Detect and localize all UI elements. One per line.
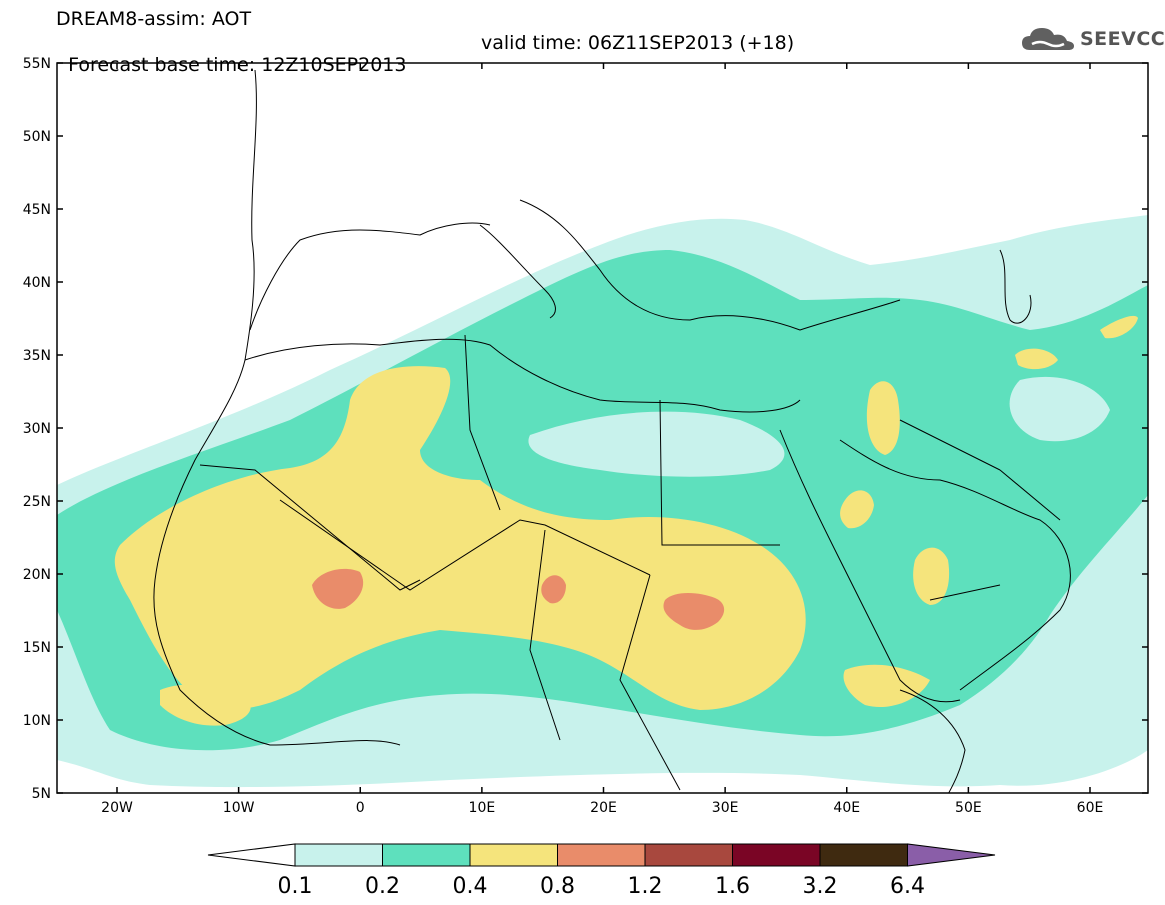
aot-band-0.4-west <box>114 366 806 710</box>
colorbar-segment <box>382 843 471 867</box>
coast-horn-africa <box>899 689 966 793</box>
lat-label: 5N <box>32 786 51 802</box>
coast-iberia-france <box>249 222 491 331</box>
colorbar-over-arrow <box>907 843 996 867</box>
coast-west-africa <box>153 69 401 746</box>
colorbar-label: 1.6 <box>715 874 750 899</box>
colorbar-segment <box>732 843 821 867</box>
lon-label: 10W <box>223 800 255 816</box>
lat-label: 20N <box>23 567 51 583</box>
colorbar-label: 1.2 <box>628 874 663 899</box>
colorbar-segment <box>819 843 908 867</box>
border-sahara-6 <box>619 574 681 791</box>
aot-band-0.8-mali <box>312 568 364 609</box>
colorbar-label: 3.2 <box>803 874 838 899</box>
aot-band-0.8-sudan <box>663 593 725 630</box>
colorbar-label: 6.4 <box>890 874 925 899</box>
border-sahara-4 <box>659 399 780 546</box>
lat-label: 30N <box>23 421 51 437</box>
aot-band-0.4-horn <box>843 664 930 708</box>
lat-label: 40N <box>23 275 51 291</box>
colorbar-label: 0.8 <box>540 874 575 899</box>
colorbar-under-arrow <box>207 843 296 867</box>
colorbar-label: 0.2 <box>365 874 400 899</box>
aot-band-0.4-arabia-c <box>840 490 874 529</box>
colorbar-segment <box>294 843 383 867</box>
lon-label: 50E <box>955 800 982 816</box>
coast-caspian <box>999 249 1032 324</box>
border-sahara-5 <box>529 529 561 741</box>
lon-label: 30E <box>712 800 739 816</box>
lat-label: 35N <box>23 348 51 364</box>
border-arabia <box>899 419 1061 601</box>
aot-band-0.8-chad <box>541 575 566 604</box>
coast-mediterranean-south <box>244 338 801 413</box>
aot-inner-0.1-arabia <box>1009 376 1110 442</box>
seevccc-logo: SEEVCCC <box>1020 22 1165 56</box>
colorbar-label: 0.4 <box>453 874 488 899</box>
aot-band-0.4-pakistan <box>1100 315 1138 339</box>
aot-band-0.4-guinea <box>160 684 251 726</box>
lon-label: 40E <box>833 800 860 816</box>
map-title: DREAM8-assim: AOT <box>56 8 252 30</box>
cloud-icon <box>1022 28 1074 50</box>
border-sahara-1 <box>199 464 421 591</box>
colorbar-segment <box>644 843 733 867</box>
colorbar-segment <box>557 843 646 867</box>
lon-label: 20E <box>590 800 617 816</box>
colorbar: 0.1 0.2 0.4 0.8 1.2 1.6 3.2 6.4 <box>207 843 996 899</box>
aot-inner-0.1-libya <box>528 411 785 477</box>
coastlines <box>153 69 1071 793</box>
lat-label: 50N <box>23 129 51 145</box>
lon-label: 20W <box>101 800 133 816</box>
lon-label: 10E <box>469 800 496 816</box>
lat-label: 25N <box>23 494 51 510</box>
aot-field <box>57 215 1148 788</box>
border-sahara-3 <box>464 334 501 511</box>
logo-text: SEEVCCC <box>1080 28 1165 50</box>
aot-band-0.4-arabia-s <box>913 547 950 605</box>
longitude-axis: 20W 10W 0 10E 20E 30E 40E 50E 60E <box>101 63 1103 816</box>
lat-label: 15N <box>23 640 51 656</box>
colorbar-segment <box>469 843 558 867</box>
valid-time: valid time: 06Z11SEP2013 (+18) <box>481 32 795 54</box>
latitude-axis: 55N 50N 45N 40N 35N 30N 25N 20N 15N 10N 5N <box>23 56 1148 802</box>
coast-red-sea <box>779 429 961 703</box>
lon-label: 0 <box>356 800 365 816</box>
base-time: Forecast base time: 12Z10SEP2013 <box>68 54 407 76</box>
coast-italy <box>479 224 556 319</box>
lat-label: 45N <box>23 202 51 218</box>
border-sahara-2 <box>279 499 651 591</box>
coast-arabia <box>839 439 1071 691</box>
aot-band-0.4-arabia-n <box>866 381 900 455</box>
coast-balkans <box>519 199 901 331</box>
lon-label: 60E <box>1077 800 1104 816</box>
lat-label: 10N <box>23 713 51 729</box>
forecast-times: Forecast base time: 12Z10SEP2013 valid t… <box>56 32 794 98</box>
colorbar-label: 0.1 <box>278 874 313 899</box>
aot-band-0.4-iran <box>1015 348 1058 370</box>
lat-label: 55N <box>23 56 51 72</box>
